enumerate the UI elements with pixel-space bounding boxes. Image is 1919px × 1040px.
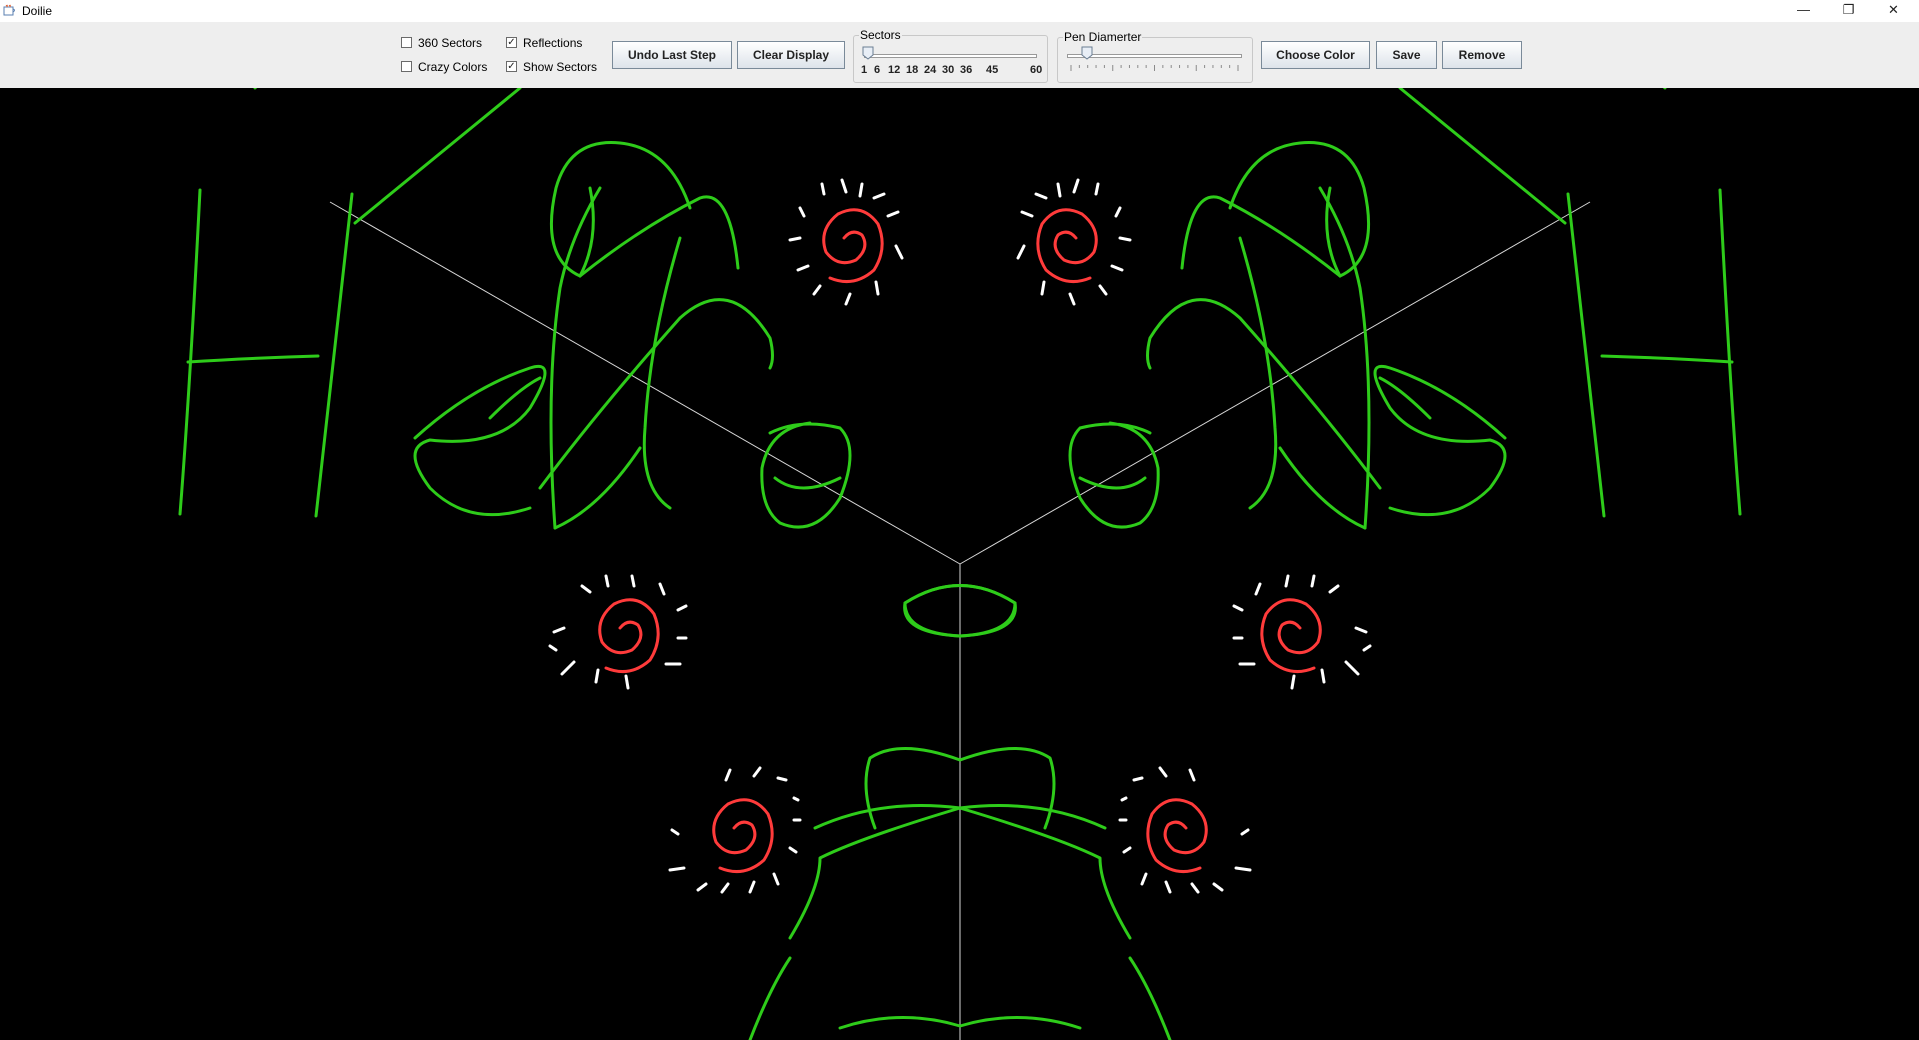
- checkbox-crazy-colors-box[interactable]: [401, 61, 412, 72]
- checkbox-label: Reflections: [523, 36, 583, 50]
- checkbox-360-sectors-box[interactable]: [401, 37, 412, 48]
- left-half-pattern: [178, 88, 1017, 1040]
- sectors-tick: 30: [942, 64, 955, 76]
- minimize-button[interactable]: —: [1797, 2, 1810, 17]
- window-title: Doilie: [22, 4, 53, 18]
- close-button[interactable]: ✕: [1888, 2, 1899, 17]
- toolbar: 360 Sectors ✓ Reflections Crazy Colors ✓…: [0, 22, 1919, 88]
- checkbox-label: Show Sectors: [523, 60, 598, 74]
- sectors-tick: 24: [924, 64, 937, 76]
- checkbox-label: Crazy Colors: [418, 60, 488, 74]
- clear-display-button[interactable]: Clear Display: [737, 41, 845, 69]
- sectors-tick: 12: [888, 64, 901, 76]
- pen-diameter-title: Pen Diamerter: [1063, 30, 1143, 44]
- sectors-tick: 60: [1030, 64, 1043, 76]
- sectors-slider-thumb[interactable]: [862, 46, 874, 60]
- pen-diameter-group: [1057, 37, 1253, 83]
- undo-last-step-button[interactable]: Undo Last Step: [612, 41, 732, 69]
- pen-diameter-slider-thumb[interactable]: [1081, 46, 1093, 60]
- checkbox-label: 360 Sectors: [418, 36, 483, 50]
- sectors-slider-track[interactable]: [864, 54, 1037, 58]
- title-bar: Doilie — ❐ ✕: [0, 0, 1919, 22]
- sectors-group: [853, 35, 1048, 83]
- right-half-pattern: [903, 88, 1742, 1040]
- doily-drawing-canvas[interactable]: [0, 88, 1919, 1040]
- remove-button[interactable]: Remove: [1442, 41, 1522, 69]
- sector-lines: [329, 201, 1591, 1040]
- checkbox-show-sectors-box[interactable]: ✓: [506, 61, 517, 72]
- pen-diameter-slider-track[interactable]: [1067, 54, 1242, 58]
- sectors-tick: 18: [906, 64, 919, 76]
- pen-diameter-ticks: [1070, 65, 1239, 71]
- sectors-tick: 6: [874, 64, 881, 76]
- sectors-tick: 1: [861, 64, 868, 76]
- doily-artwork: [178, 88, 1742, 1040]
- sectors-title: Sectors: [859, 28, 902, 42]
- restore-button[interactable]: ❐: [1842, 2, 1855, 17]
- java-app-icon: [3, 4, 15, 16]
- choose-color-button[interactable]: Choose Color: [1261, 41, 1370, 69]
- checkbox-reflections-box[interactable]: ✓: [506, 37, 517, 48]
- sectors-tick: 36: [960, 64, 973, 76]
- save-button[interactable]: Save: [1376, 41, 1437, 69]
- sectors-tick: 45: [986, 64, 999, 76]
